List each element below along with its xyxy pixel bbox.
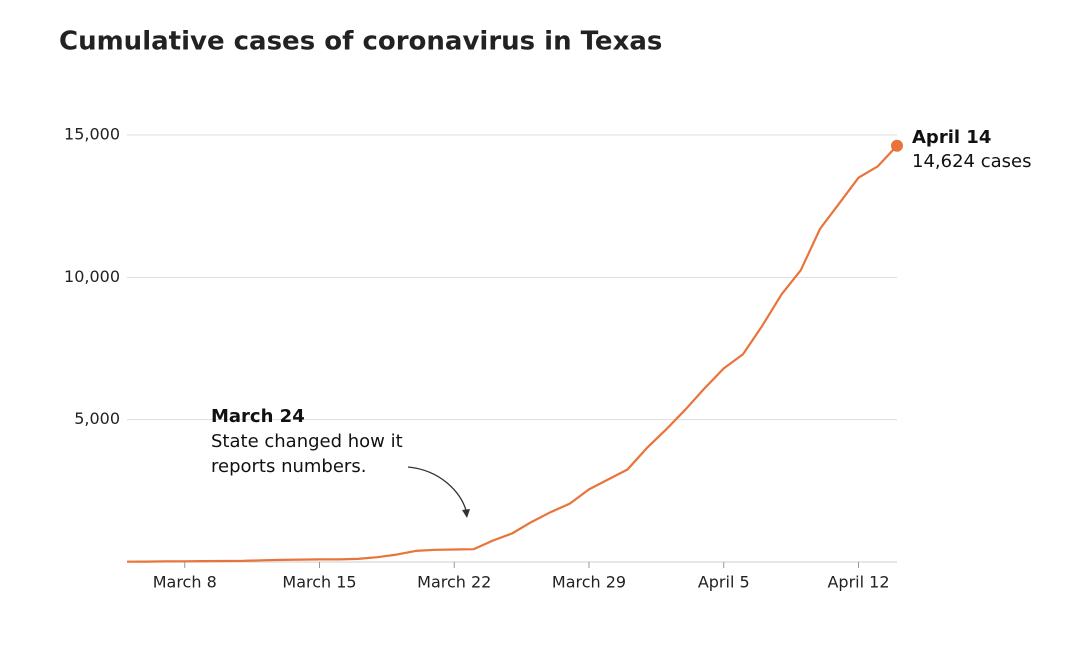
grid <box>127 134 897 568</box>
end-point <box>891 139 903 152</box>
chart-title: Cumulative cases of coronavirus in Texas <box>59 27 662 57</box>
annotation-arrow <box>407 466 468 515</box>
end-label-title: April 14 <box>912 127 991 148</box>
y-tick-label: 5,000 <box>74 409 120 428</box>
x-tick-label: April 5 <box>698 573 750 592</box>
annotation-title: March 24 <box>211 406 305 427</box>
y-tick-label: 15,000 <box>64 125 120 144</box>
x-tick-label: April 12 <box>827 573 889 592</box>
x-tick-label: March 8 <box>153 573 217 592</box>
x-tick-label: March 22 <box>417 573 491 592</box>
y-tick-label: 10,000 <box>64 267 120 286</box>
x-tick-label: March 29 <box>552 573 626 592</box>
annotation-text: reports numbers. <box>211 456 366 477</box>
x-tick-label: March 15 <box>282 573 356 592</box>
line <box>126 144 898 563</box>
annotation-text: State changed how it <box>211 431 403 452</box>
annotation-arrowhead <box>462 509 470 518</box>
end-label-text: 14,624 cases <box>912 151 1031 172</box>
